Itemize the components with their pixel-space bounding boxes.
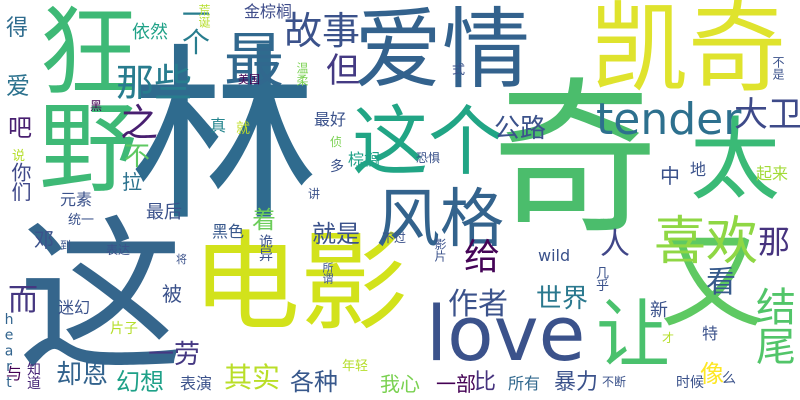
word-hei: 黑 xyxy=(90,99,103,113)
word-zuihao: 最好 xyxy=(314,110,347,129)
word-qi: 奇 xyxy=(492,64,658,257)
word-you: 又 xyxy=(660,221,765,343)
word-te: 特 xyxy=(702,324,719,343)
word-meiguo: 美国 xyxy=(238,73,260,86)
word-guiyi: 诡异 xyxy=(257,234,273,262)
word-jiang: 讲 xyxy=(308,187,321,201)
word-yu: 与 xyxy=(6,364,23,383)
word-zhong: 中 xyxy=(660,164,680,188)
word-kuangye: 狂野 xyxy=(22,0,136,193)
word-ren: 人 xyxy=(600,227,630,262)
word-naxie: 那些 xyxy=(116,61,193,105)
word-dan: 但 xyxy=(326,51,360,91)
word-huanxiang: 幻想 xyxy=(116,368,164,396)
word-shi: 式 xyxy=(452,63,466,78)
word-qilai: 起来 xyxy=(756,164,789,183)
word-er: 而 xyxy=(8,283,38,318)
word-dawei: 大卫 xyxy=(734,95,800,135)
word-pianzi: 片子 xyxy=(110,321,138,337)
word-zui: 最 xyxy=(224,27,284,97)
word-suoyou: 所有 xyxy=(508,374,541,393)
word-buguo: 不过 xyxy=(382,231,407,245)
word-na: 那 xyxy=(758,223,791,261)
word-queen: 却恩 xyxy=(56,360,109,390)
word-rang: 让 xyxy=(596,292,670,378)
word-woxin: 我心 xyxy=(380,372,420,396)
word-nimen: 你们 xyxy=(8,162,32,202)
word-jiu: 就 xyxy=(236,121,250,137)
word-gezhong: 各种 xyxy=(290,368,338,396)
word-mihuan: 迷幻 xyxy=(58,298,91,317)
word-zhe: 这 xyxy=(18,202,184,395)
word-heise: 黑色 xyxy=(212,222,245,241)
word-jihu: 几乎 xyxy=(593,266,608,292)
word-xin: 新 xyxy=(650,300,668,321)
word-fengge: 风格 xyxy=(376,183,504,257)
word-xiang: 像 xyxy=(700,360,724,388)
word-zuozhe: 作者 xyxy=(448,287,508,322)
word-nianqing: 年轻 xyxy=(342,359,369,374)
word-tender: tender xyxy=(596,94,742,145)
word-duo: 多 xyxy=(330,159,344,175)
word-di: 地 xyxy=(690,160,707,179)
word-heart: heart xyxy=(1,312,17,391)
word-ba: 吧 xyxy=(8,114,32,142)
word-aiqing: 爱情 xyxy=(354,0,531,101)
word-kaiqi: 凯奇 xyxy=(590,0,787,106)
word-yuansu: 元素 xyxy=(60,190,93,209)
word-bushi: 不是 xyxy=(771,56,785,80)
word-kan: 看 xyxy=(706,265,736,300)
word-tongyi: 统一 xyxy=(68,213,95,228)
word-gonglu: 公路 xyxy=(494,114,547,144)
word-ai: 爱 xyxy=(6,72,30,100)
word-lin: 林 xyxy=(130,28,318,247)
word-baoli: 暴力 xyxy=(554,370,599,395)
word-dao: 到 xyxy=(60,239,71,252)
word-zhen: 真 xyxy=(210,116,227,135)
word-shuo: 说 xyxy=(12,149,26,164)
word-buduan: 不断 xyxy=(602,375,627,389)
word-bu: 不 xyxy=(124,142,151,172)
word-kongju: 恐惧 xyxy=(416,151,441,165)
word-yiran: 依然 xyxy=(132,22,168,43)
word-tai: 太 xyxy=(690,108,780,213)
word-me: 么 xyxy=(722,371,736,387)
word-la: 拉 xyxy=(122,170,142,194)
word-jiang2: 将 xyxy=(176,253,187,266)
word-cai: 才 xyxy=(662,331,675,345)
word-deng: 邓 xyxy=(34,228,54,252)
word-zuihou: 最后 xyxy=(146,202,182,223)
word-jiushi: 就是 xyxy=(312,220,360,248)
word-shijie: 世界 xyxy=(536,284,589,314)
word-suowei: 所谓 xyxy=(321,262,334,284)
word-love: love xyxy=(426,289,586,378)
word-gushi: 故事 xyxy=(284,9,361,53)
word-xihuan: 喜欢 xyxy=(654,212,759,272)
word-wild: wild xyxy=(538,246,571,265)
word-yilao: 一劳 xyxy=(148,340,201,370)
word-zhi: 之 xyxy=(120,101,159,145)
word-zhen2: 侦 xyxy=(330,135,343,149)
word-gei: 给 xyxy=(464,237,501,278)
word-yibu: 一部 xyxy=(436,372,476,396)
word-zhidao: 知道 xyxy=(25,362,41,390)
word-wenrou: 温柔 xyxy=(295,62,309,86)
word-de: 得 xyxy=(6,16,29,41)
word-yingpian: 影片 xyxy=(433,238,447,262)
word-qishi: 其实 xyxy=(224,361,281,394)
word-biaoda: 表达 xyxy=(106,243,131,257)
word-jinzonglu: 金棕榈 xyxy=(244,2,293,21)
word-dianying: 电影 xyxy=(192,221,409,346)
word-biaoyan: 表演 xyxy=(180,374,213,393)
word-zhe2: 着 xyxy=(252,206,276,234)
word-zhege: 这个 xyxy=(352,97,504,186)
word-bi: 比 xyxy=(474,370,497,395)
word-bei: 被 xyxy=(162,282,182,306)
word-zonglu: 棕榈 xyxy=(348,150,381,169)
word-yige: 一个 xyxy=(178,0,211,55)
word-jiewei: 结尾 xyxy=(749,286,795,365)
word-shihou: 时候 xyxy=(676,375,704,391)
word-huangdan: 荒诞 xyxy=(197,4,211,28)
